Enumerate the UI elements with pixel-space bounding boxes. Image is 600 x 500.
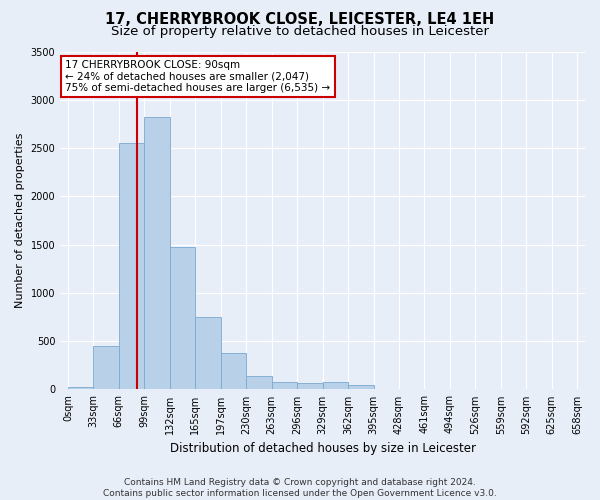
Text: 17 CHERRYBROOK CLOSE: 90sqm
← 24% of detached houses are smaller (2,047)
75% of : 17 CHERRYBROOK CLOSE: 90sqm ← 24% of det… bbox=[65, 60, 331, 93]
Bar bbox=[170, 246, 195, 390]
Bar bbox=[119, 143, 144, 390]
Y-axis label: Number of detached properties: Number of detached properties bbox=[15, 133, 25, 308]
Bar bbox=[246, 376, 272, 390]
Text: Size of property relative to detached houses in Leicester: Size of property relative to detached ho… bbox=[111, 25, 489, 38]
Bar bbox=[221, 352, 246, 390]
Bar bbox=[195, 317, 221, 390]
Bar bbox=[144, 117, 170, 390]
Bar bbox=[348, 384, 374, 390]
Bar bbox=[297, 382, 323, 390]
X-axis label: Distribution of detached houses by size in Leicester: Distribution of detached houses by size … bbox=[170, 442, 476, 455]
Bar bbox=[68, 386, 94, 390]
Bar bbox=[94, 346, 119, 390]
Bar bbox=[272, 382, 297, 390]
Text: 17, CHERRYBROOK CLOSE, LEICESTER, LE4 1EH: 17, CHERRYBROOK CLOSE, LEICESTER, LE4 1E… bbox=[106, 12, 494, 28]
Bar bbox=[323, 382, 348, 390]
Text: Contains HM Land Registry data © Crown copyright and database right 2024.
Contai: Contains HM Land Registry data © Crown c… bbox=[103, 478, 497, 498]
